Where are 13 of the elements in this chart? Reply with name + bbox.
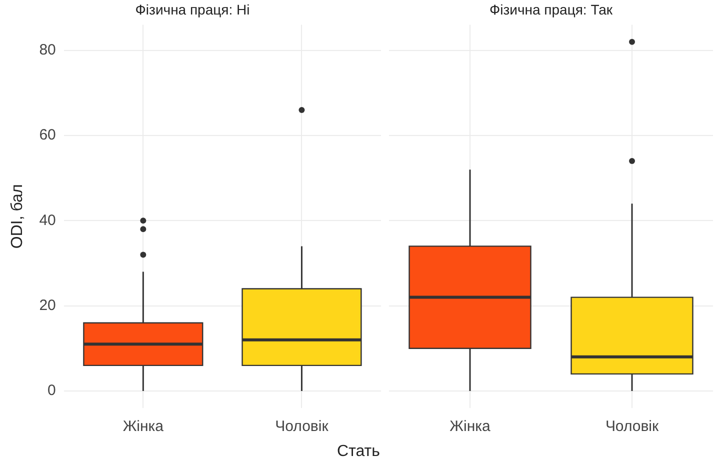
x-tick-label: Жінка bbox=[122, 418, 164, 436]
chart-title: Фізична праця: Ні bbox=[135, 1, 250, 18]
x-tick-label: Жінка bbox=[450, 418, 492, 436]
y-tick-label: 20 bbox=[39, 296, 56, 314]
y-axis-title: ODI, бал bbox=[9, 184, 26, 249]
chart-title: Фізична праця: Так bbox=[489, 1, 614, 18]
x-axis-title: Стать bbox=[336, 443, 381, 461]
y-tick-label: 0 bbox=[48, 382, 56, 400]
x-tick-label: Чоловік bbox=[275, 418, 329, 436]
y-tick-label: 80 bbox=[39, 41, 56, 58]
y-tick-label: 60 bbox=[39, 126, 56, 144]
x-tick-label: Чоловік bbox=[605, 418, 660, 436]
y-tick-label: 40 bbox=[39, 212, 56, 229]
